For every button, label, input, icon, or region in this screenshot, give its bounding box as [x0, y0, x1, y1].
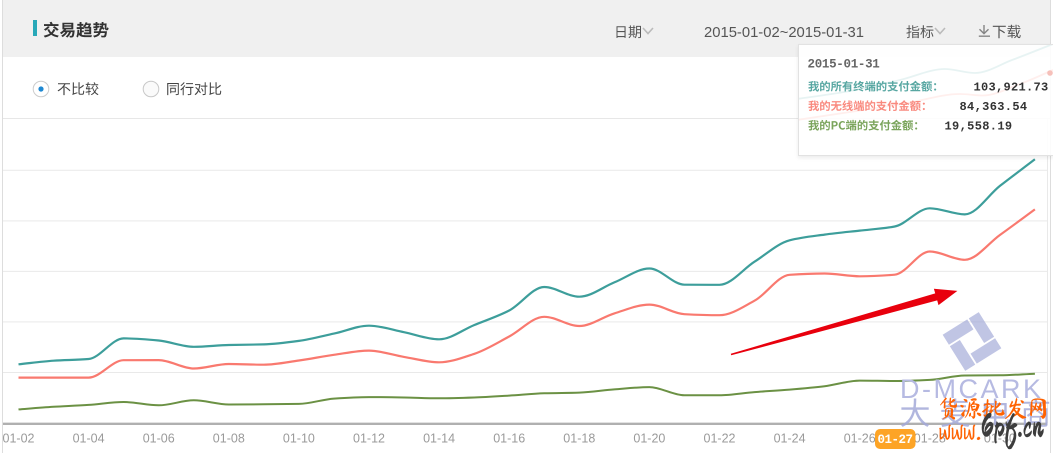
- svg-text:01-16: 01-16: [493, 432, 525, 446]
- svg-text:01-02: 01-02: [3, 432, 35, 446]
- svg-text:01-28: 01-28: [914, 432, 946, 446]
- svg-text:01-12: 01-12: [353, 432, 385, 446]
- svg-text:01-08: 01-08: [213, 432, 245, 446]
- svg-text:2015-01-31: 2015-01-31: [807, 57, 879, 71]
- svg-text:01-20: 01-20: [633, 432, 665, 446]
- svg-text:01-04: 01-04: [73, 432, 105, 446]
- svg-text:01-27: 01-27: [877, 433, 912, 447]
- svg-text:01-06: 01-06: [143, 432, 175, 446]
- svg-text:01-22: 01-22: [704, 432, 736, 446]
- svg-text:01-10: 01-10: [283, 432, 315, 446]
- svg-text:84,363.54: 84,363.54: [959, 100, 1027, 114]
- svg-text:D-MCARK: D-MCARK: [900, 374, 1044, 404]
- svg-text:01-18: 01-18: [563, 432, 595, 446]
- svg-text:01-24: 01-24: [774, 432, 806, 446]
- svg-text:19,558.19: 19,558.19: [944, 119, 1012, 133]
- svg-text:01-26: 01-26: [844, 432, 876, 446]
- svg-text:103,921.73: 103,921.73: [973, 80, 1048, 94]
- svg-text:2015-01-02~2015-01-31: 2015-01-02~2015-01-31: [704, 25, 864, 41]
- svg-text:01-14: 01-14: [423, 432, 455, 446]
